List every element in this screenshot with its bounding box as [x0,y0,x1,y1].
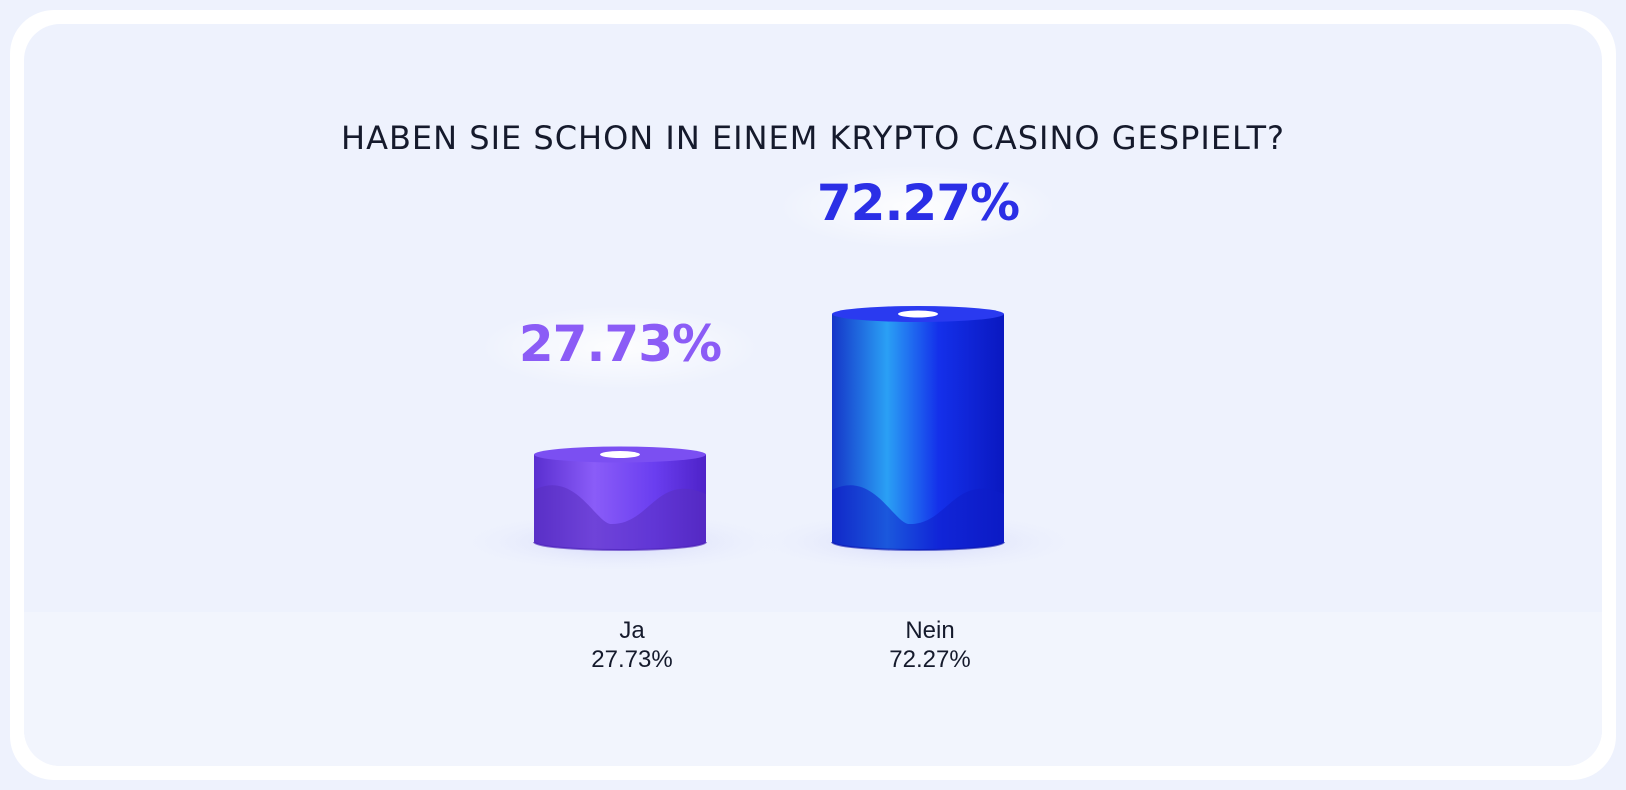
category-value: 27.73% [591,646,673,673]
chart-title: HABEN SIE SCHON IN EINEM KRYPTO CASINO G… [341,119,1285,157]
bar-wave [534,485,706,550]
bar-wave [832,485,1004,550]
chart-card: HABEN SIE SCHON IN EINEM KRYPTO CASINO G… [24,24,1602,766]
value-label-glow [778,165,1058,249]
bar-base-rim [831,541,1005,551]
category-value: 72.27% [889,646,971,673]
bar-top-highlight [898,310,938,318]
value-label-nein: 72.27% [816,174,1020,232]
bar-top-highlight [600,451,640,459]
category-label-nein: Nein 72.27% [810,616,1050,674]
bar-ja [450,446,790,574]
bar-base-rim [533,541,707,551]
cylinder-bar-chart [450,165,1088,574]
category-name: Ja [619,617,645,644]
label-band [24,612,1602,766]
value-label-ja: 27.73% [518,314,722,373]
category-label-ja: Ja 27.73% [512,616,752,674]
category-name: Nein [905,617,955,644]
value-label-glow [480,305,760,390]
bar-body [832,314,1004,550]
bar-nein [748,306,1088,574]
